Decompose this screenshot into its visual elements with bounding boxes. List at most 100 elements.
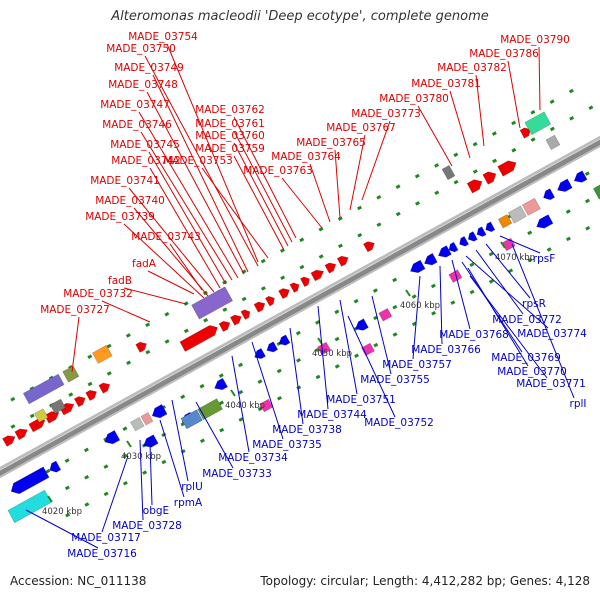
reverse-gene bbox=[151, 403, 168, 419]
track-tick bbox=[431, 310, 437, 316]
kbp-label: 4070 kbp bbox=[495, 253, 535, 263]
forward-leader-line bbox=[152, 74, 249, 273]
reverse-leader-line bbox=[451, 259, 471, 330]
track-tick bbox=[472, 141, 478, 147]
track-tick bbox=[219, 400, 224, 406]
reverse-leader-line bbox=[231, 355, 250, 453]
forward-leader-line bbox=[128, 187, 215, 293]
forward-gene-label: MADE_03742 bbox=[111, 155, 181, 167]
forward-gene-label: MADE_03749 bbox=[114, 62, 184, 74]
track-tick bbox=[299, 264, 305, 270]
reverse-leader-line bbox=[159, 419, 185, 498]
track-tick bbox=[392, 277, 398, 283]
forward-gene-label: MADE_03760 bbox=[195, 130, 265, 142]
track-tick bbox=[392, 304, 398, 310]
forward-gene-label: MADE_03780 bbox=[379, 93, 449, 105]
track-tick bbox=[376, 222, 382, 227]
track-tick bbox=[318, 226, 324, 232]
track-tick bbox=[546, 247, 552, 252]
track-tick bbox=[491, 131, 497, 136]
track-tick bbox=[415, 201, 420, 206]
track-tick bbox=[315, 320, 321, 325]
map-title: Alteromonas macleodii 'Deep ecotype', co… bbox=[111, 9, 489, 24]
track-tick bbox=[84, 502, 90, 507]
track-tick bbox=[585, 198, 590, 204]
track-tick bbox=[87, 354, 93, 359]
track-tick bbox=[164, 339, 170, 344]
gene-block bbox=[592, 184, 600, 200]
track-tick bbox=[492, 158, 498, 164]
track-tick bbox=[122, 480, 128, 486]
track-tick bbox=[508, 268, 514, 274]
track-tick bbox=[106, 371, 112, 376]
track-tick bbox=[549, 126, 555, 132]
reverse-gene bbox=[485, 221, 496, 233]
kbp-tick bbox=[126, 440, 132, 448]
reverse-gene bbox=[10, 466, 50, 495]
kbp-tick bbox=[47, 495, 53, 503]
forward-gene bbox=[98, 382, 111, 394]
track-tick bbox=[145, 349, 151, 355]
reverse-gene-label: MADE_03768 bbox=[439, 329, 509, 341]
track-tick bbox=[488, 251, 494, 257]
forward-leader-line bbox=[361, 120, 391, 201]
track-tick bbox=[126, 360, 132, 366]
forward-leader-line bbox=[449, 90, 471, 159]
track-tick bbox=[219, 427, 225, 433]
kbp-tick bbox=[230, 389, 236, 397]
track-tick bbox=[260, 258, 266, 264]
reverse-gene bbox=[104, 429, 121, 445]
reverse-gene-label: MADE_03738 bbox=[272, 424, 342, 436]
reverse-leader-line bbox=[139, 439, 144, 521]
gene-block bbox=[197, 398, 224, 421]
forward-gene bbox=[289, 282, 300, 293]
forward-gene-label: fadA bbox=[132, 258, 157, 270]
track-tick bbox=[414, 173, 420, 179]
reverse-gene-label: rpmA bbox=[174, 497, 203, 509]
forward-leader-line bbox=[349, 134, 366, 211]
track-tick bbox=[530, 137, 536, 142]
track-tick bbox=[565, 236, 571, 242]
track-tick bbox=[376, 195, 382, 200]
reverse-gene bbox=[459, 235, 470, 247]
track-tick bbox=[280, 275, 286, 281]
reverse-leader-line bbox=[25, 509, 99, 549]
forward-leader-line bbox=[166, 43, 259, 263]
track-tick bbox=[260, 286, 266, 291]
track-tick bbox=[450, 300, 456, 305]
forward-gene-label: MADE_03745 bbox=[110, 139, 180, 151]
track-tick bbox=[277, 395, 282, 401]
track-tick bbox=[199, 383, 205, 389]
reverse-gene-label: MADE_03770 bbox=[497, 366, 567, 378]
track-tick bbox=[588, 105, 594, 110]
backbone-highlight bbox=[0, 138, 600, 471]
track-tick bbox=[142, 470, 148, 475]
track-tick bbox=[295, 330, 301, 336]
track-tick bbox=[64, 485, 70, 491]
track-tick bbox=[511, 147, 517, 153]
forward-leader-line bbox=[417, 105, 453, 167]
forward-gene-label: MADE_03767 bbox=[326, 122, 396, 134]
forward-gene bbox=[278, 288, 290, 300]
kbp-tick bbox=[405, 289, 411, 297]
track-tick bbox=[45, 468, 51, 474]
reverse-gene-label: MADE_03716 bbox=[67, 548, 137, 560]
reverse-leader-line bbox=[467, 267, 529, 367]
reverse-gene bbox=[266, 341, 279, 353]
track-tick bbox=[161, 459, 167, 465]
track-tick bbox=[64, 458, 70, 463]
forward-gene-label: MADE_03764 bbox=[271, 151, 341, 163]
reverse-gene-label: MADE_03717 bbox=[71, 532, 141, 544]
forward-leader-line bbox=[147, 270, 195, 295]
forward-gene bbox=[73, 396, 86, 408]
track-tick bbox=[430, 283, 436, 289]
reverse-gene bbox=[448, 241, 459, 253]
reverse-gene-label: rplU bbox=[181, 481, 203, 493]
kbp-label: 4050 kbp bbox=[312, 349, 352, 359]
forward-leader-line bbox=[233, 155, 285, 251]
track-tick bbox=[299, 237, 305, 243]
gene-block bbox=[521, 197, 541, 216]
reverse-leader-line bbox=[289, 327, 304, 425]
reverse-gene-label: rpsR bbox=[522, 298, 546, 310]
forward-gene-label: MADE_03759 bbox=[195, 143, 265, 155]
